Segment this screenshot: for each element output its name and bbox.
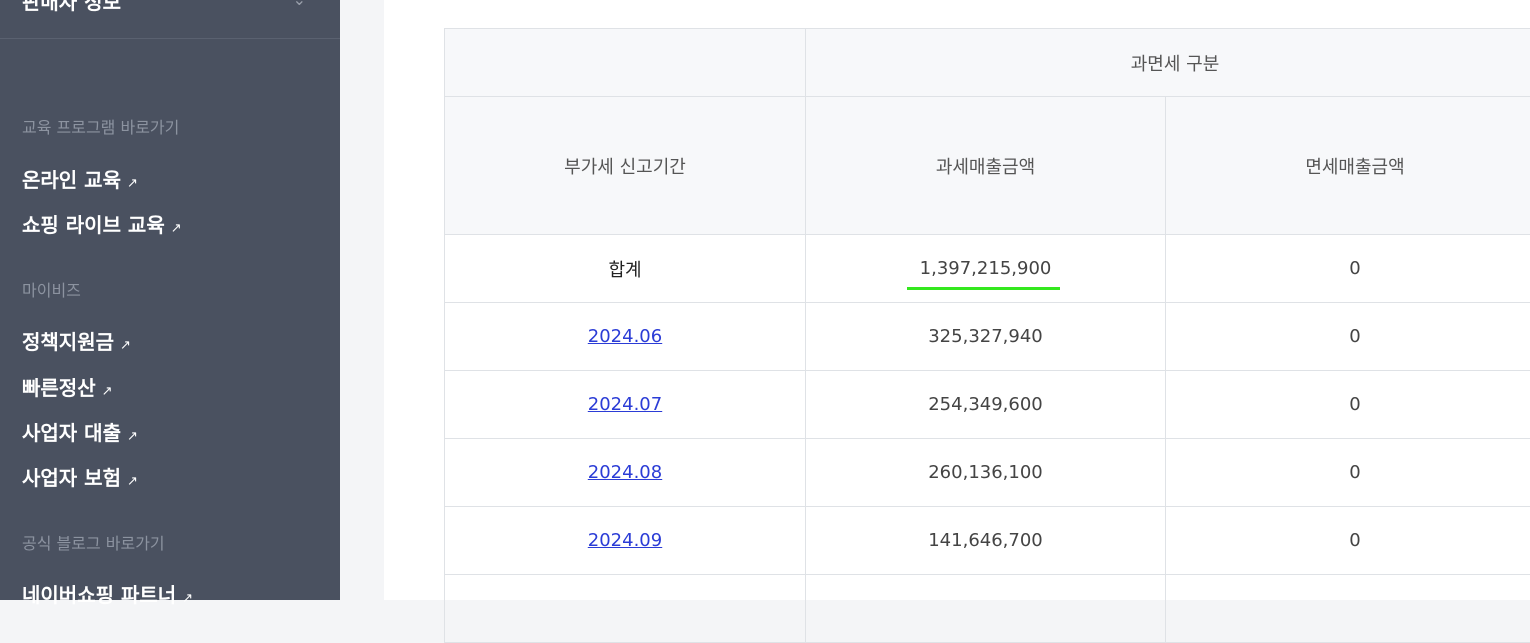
link-online-education[interactable]: 온라인 교육↗ <box>22 164 138 193</box>
table-row: 2024.09 141,646,700 0 <box>445 507 1530 575</box>
section-title-blog: 공식 블로그 바로가기 <box>22 530 165 554</box>
taxable-amount: 254,349,600 <box>806 371 1166 439</box>
external-link-icon: ↗ <box>182 591 193 606</box>
total-taxable-amount: 1,397,215,900 <box>806 235 1166 303</box>
period-link[interactable]: 2024.07 <box>588 394 662 415</box>
sidebar-item-label: 판매자 정보 <box>22 0 121 15</box>
link-business-insurance[interactable]: 사업자 보험↗ <box>22 462 138 491</box>
header-exempt-sales: 면세매출금액 <box>1166 97 1530 235</box>
period-cell: 2024.07 <box>445 371 806 439</box>
period-cell: 2024.09 <box>445 507 806 575</box>
header-tax-type: 과면세 구분 <box>806 29 1530 97</box>
exempt-amount: 0 <box>1166 303 1530 371</box>
external-link-icon: ↗ <box>102 384 113 399</box>
sidebar-item-seller-info[interactable]: 판매자 정보 ⌄ <box>0 0 340 39</box>
total-label: 합계 <box>445 235 806 303</box>
header-empty-cell <box>445 29 806 97</box>
period-cell: 2024.08 <box>445 439 806 507</box>
period-link[interactable]: 2024.06 <box>588 326 662 347</box>
external-link-icon: ↗ <box>127 429 138 444</box>
highlight-underline <box>907 287 1060 290</box>
table-row: 2024.08 260,136,100 0 <box>445 439 1530 507</box>
header-period: 부가세 신고기간 <box>445 97 806 235</box>
table-row: 2024.06 325,327,940 0 <box>445 303 1530 371</box>
period-cell: 2024.06 <box>445 303 806 371</box>
taxable-amount: 141,646,700 <box>806 507 1166 575</box>
table-header-row: 부가세 신고기간 과세매출금액 면세매출금액 <box>445 97 1530 235</box>
header-taxable-sales: 과세매출금액 <box>806 97 1166 235</box>
section-title-mybiz: 마이비즈 <box>22 277 81 301</box>
link-policy-fund[interactable]: 정책지원금↗ <box>22 326 131 355</box>
exempt-amount: 0 <box>1166 507 1530 575</box>
link-quick-settlement[interactable]: 빠른정산↗ <box>22 372 113 401</box>
period-link[interactable]: 2024.08 <box>588 462 662 483</box>
table-row-total: 합계 1,397,215,900 0 <box>445 235 1530 303</box>
external-link-icon: ↗ <box>171 221 182 236</box>
taxable-amount: 260,136,100 <box>806 439 1166 507</box>
vat-sales-table: 과면세 구분 부가세 신고기간 과세매출금액 면세매출금액 합계 1,397,2… <box>444 28 1530 643</box>
table-row-partial <box>445 575 1530 643</box>
exempt-amount: 0 <box>1166 371 1530 439</box>
exempt-amount: 0 <box>1166 439 1530 507</box>
total-exempt-amount: 0 <box>1166 235 1530 303</box>
external-link-icon: ↗ <box>127 474 138 489</box>
table-row: 2024.07 254,349,600 0 <box>445 371 1530 439</box>
table-header-row: 과면세 구분 <box>445 29 1530 97</box>
taxable-amount: 325,327,940 <box>806 303 1166 371</box>
chevron-down-icon: ⌄ <box>293 0 306 9</box>
section-title-education: 교육 프로그램 바로가기 <box>22 114 179 138</box>
period-link[interactable]: 2024.09 <box>588 530 662 551</box>
link-naver-shopping-partner[interactable]: 네이버쇼핑 파트너↗ <box>22 579 193 608</box>
external-link-icon: ↗ <box>127 176 138 191</box>
external-link-icon: ↗ <box>120 338 131 353</box>
link-business-loan[interactable]: 사업자 대출↗ <box>22 417 138 446</box>
link-shopping-live-education[interactable]: 쇼핑 라이브 교육↗ <box>22 209 182 238</box>
sidebar: 판매자 정보 ⌄ 교육 프로그램 바로가기 온라인 교육↗ 쇼핑 라이브 교육↗… <box>0 0 340 600</box>
